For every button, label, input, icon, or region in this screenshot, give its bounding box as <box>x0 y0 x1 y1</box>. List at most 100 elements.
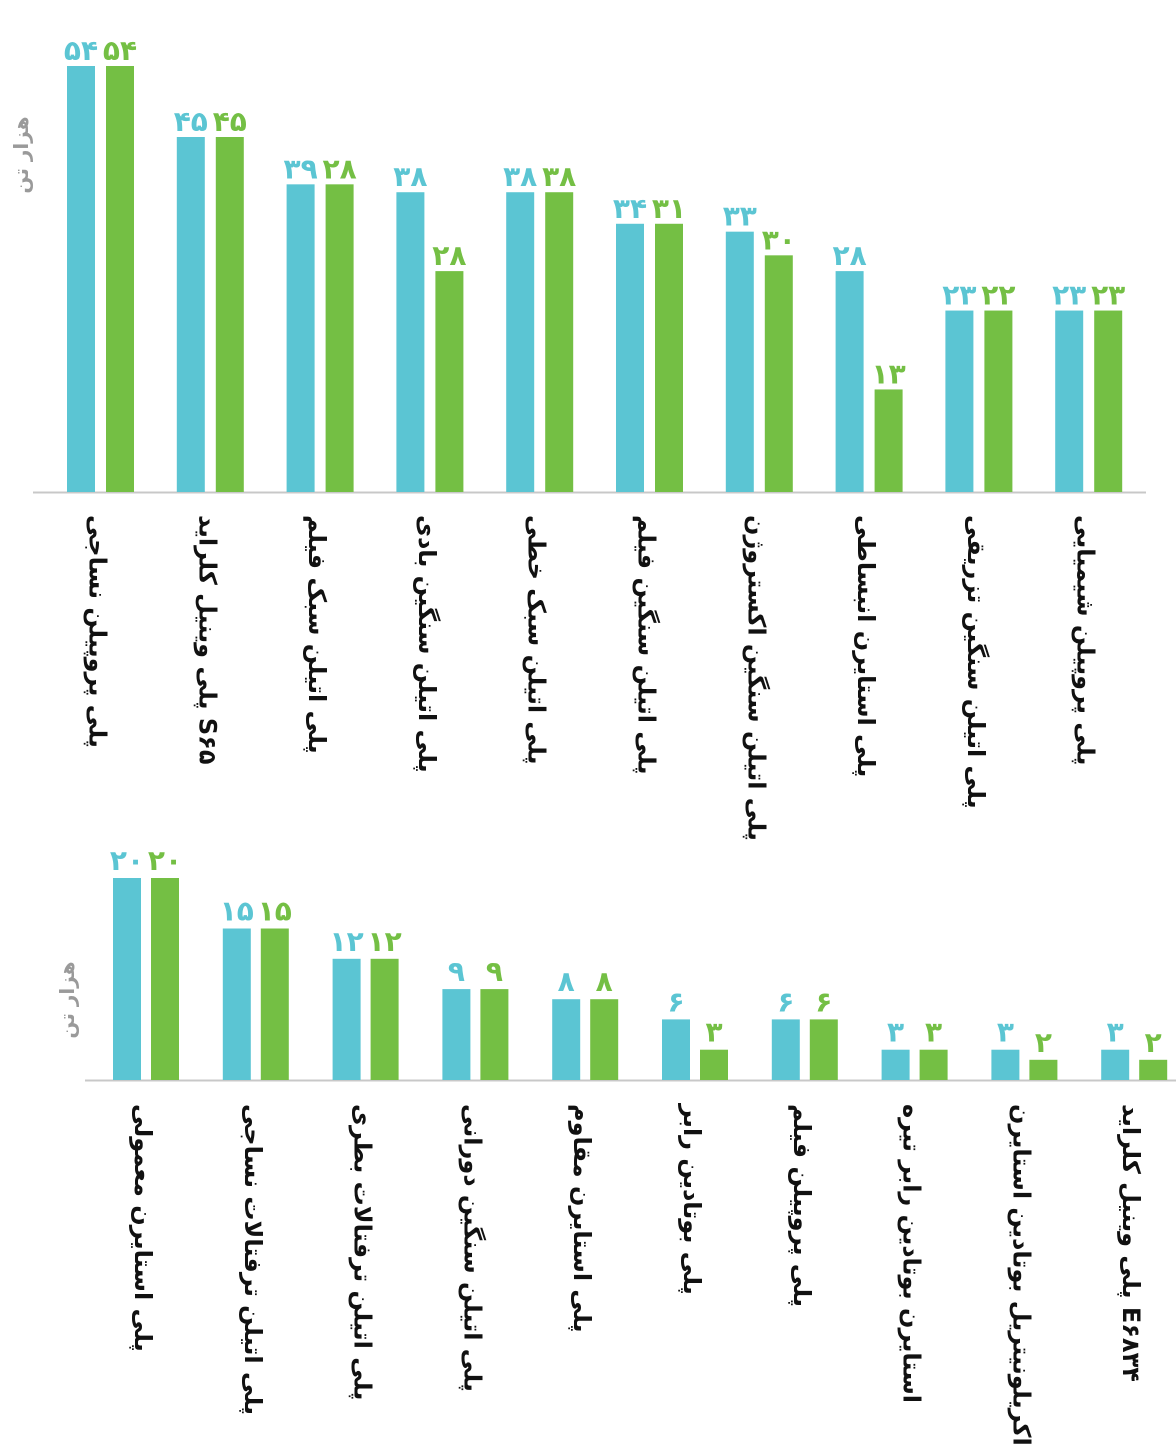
data-label-series2-9: ۲۲ <box>981 279 1015 312</box>
data-label-series1-4: ۳۸ <box>393 160 427 193</box>
category-label-4: پلی اتیلن سنگین دورانی <box>458 1104 486 1392</box>
bar-series2-3 <box>325 184 354 493</box>
bar-series1-10 <box>1055 310 1084 492</box>
data-label-series2-9: ۲ <box>1035 1026 1052 1059</box>
data-label-series1-1: ۵۴ <box>64 34 98 67</box>
data-label-series1-8: ۳ <box>887 1016 904 1049</box>
bar-series1-3 <box>332 958 361 1080</box>
data-label-series1-3: ۱۲ <box>330 925 364 958</box>
y-axis-label: هزار تن <box>55 961 79 1038</box>
bar-series1-9 <box>945 310 974 492</box>
category-label-9: اکریلونیتریل بوتادین استایرن <box>1007 1104 1035 1446</box>
category-label-7: پلی پروپیلن فیلم <box>788 1104 816 1307</box>
data-label-series2-1: ۵۴ <box>103 34 137 67</box>
bar-series1-1 <box>67 66 95 492</box>
data-label-series2-3: ۲۸ <box>323 152 357 185</box>
bar-series2-3 <box>370 958 399 1080</box>
data-label-series1-9: ۳ <box>997 1016 1014 1049</box>
bar-series1-7 <box>771 1019 800 1080</box>
category-label-9: پلی اتیلن سنگین تزریقی <box>962 515 990 809</box>
category-label-5: پلی استایرن مقاوم <box>568 1104 596 1333</box>
data-label-series2-8: ۱۳ <box>872 357 906 390</box>
bar-series2-2 <box>260 928 289 1080</box>
bar-series2-6 <box>700 1049 728 1080</box>
bar-series1-5 <box>552 999 581 1080</box>
bar-series1-6 <box>662 1019 690 1080</box>
category-label-8: استایرن بوتادین رابر تیره <box>898 1104 926 1403</box>
top-bar-chart: هزار تن ۵۴ ۵۴ پلی پروپیلن نساجی ۴۵ ۴۵ پلی وینی… <box>9 34 1146 841</box>
data-label-series2-3: ۱۲ <box>368 925 402 958</box>
category-label-2: پلی اتیلن ترفتالات نساجی <box>239 1104 267 1415</box>
data-label-series1-10: ۲۳ <box>1052 279 1086 312</box>
category-label-7: پلی اتیلن سنگین اکستروژن <box>742 515 770 841</box>
bar-series2-5 <box>590 999 619 1080</box>
data-label-series2-10: ۲۳ <box>1091 279 1125 312</box>
data-label-series2-7: ۳۰ <box>762 223 796 256</box>
bar-series1-8 <box>835 271 864 492</box>
bar-series2-4 <box>480 989 509 1080</box>
y-axis-label: هزار تن <box>9 116 33 193</box>
bar-series1-3 <box>286 184 315 493</box>
category-label-10: پلی پروپیلن شیمیایی <box>1072 515 1100 765</box>
bar-series2-5 <box>545 192 574 492</box>
bar-series1-4 <box>442 989 471 1080</box>
bar-series2-8 <box>874 389 903 492</box>
bar-series2-9 <box>1029 1059 1058 1080</box>
category-label-4: پلی اتیلن سنگین بادی <box>413 515 441 773</box>
data-label-series1-5: ۳۸ <box>503 160 537 193</box>
data-label-series1-2: ۱۵ <box>220 895 254 928</box>
bar-series2-9 <box>984 310 1013 492</box>
bar-series2-6 <box>655 223 683 492</box>
category-label-3: پلی اتیلن ترفتالات بطری <box>349 1104 377 1400</box>
bar-series1-1 <box>113 878 141 1080</box>
bar-series1-8 <box>881 1049 910 1080</box>
data-label-series2-7: ۶ <box>815 985 832 1018</box>
data-label-series1-5: ۸ <box>558 965 575 998</box>
bar-series1-4 <box>396 192 425 492</box>
data-label-series2-5: ۳۸ <box>542 160 576 193</box>
data-label-series1-8: ۲۸ <box>833 239 867 272</box>
data-label-series2-6: ۳ <box>705 1016 722 1049</box>
data-label-series1-6: ۶ <box>667 985 684 1018</box>
data-label-series1-7: ۶ <box>777 985 794 1018</box>
category-label-3: پلی اتیلن سبک فیلم <box>303 515 331 754</box>
bar-series1-6 <box>616 223 644 492</box>
bar-series2-7 <box>764 255 793 492</box>
data-label-series1-9: ۲۳ <box>942 279 976 312</box>
data-label-series2-10: ۲ <box>1145 1026 1162 1059</box>
bar-series1-7 <box>725 231 754 492</box>
bar-series1-9 <box>991 1049 1020 1080</box>
category-label-6: پلی بوتادین رابر <box>678 1103 706 1295</box>
data-label-series1-2: ۴۵ <box>174 105 208 138</box>
data-label-series2-4: ۹ <box>486 955 503 988</box>
category-label-8: پلی استایرن انبساطی <box>852 515 880 777</box>
bar-series2-7 <box>809 1019 838 1080</box>
data-label-series2-5: ۸ <box>596 965 613 998</box>
data-label-series2-6: ۳۱ <box>652 192 686 225</box>
data-label-series1-3: ۳۹ <box>284 152 318 185</box>
data-label-series2-4: ۲۸ <box>432 239 466 272</box>
bottom-bar-chart: هزار تن ۲۰ ۲۰ پلی استایرن معمولی ۱۵ ۱۵ پلی اتی… <box>55 844 1176 1446</box>
bar-series2-2 <box>215 137 244 492</box>
bar-series1-2 <box>176 137 205 492</box>
data-label-series1-7: ۳۳ <box>723 200 757 233</box>
data-label-series2-2: ۱۵ <box>258 895 292 928</box>
data-label-series1-4: ۹ <box>448 955 465 988</box>
data-label-series2-1: ۲۰ <box>148 844 182 877</box>
category-label-1: پلی پروپیلن نساجی <box>84 515 112 748</box>
bar-series2-1 <box>151 878 179 1080</box>
bar-series1-10 <box>1101 1049 1130 1080</box>
bar-series2-10 <box>1094 310 1123 492</box>
bar-series2-1 <box>106 66 134 492</box>
category-label-1: پلی استایرن معمولی <box>129 1104 157 1352</box>
data-label-series2-8: ۳ <box>925 1016 942 1049</box>
bar-series1-2 <box>222 928 251 1080</box>
data-label-series1-6: ۳۴ <box>613 192 647 225</box>
bar-series2-10 <box>1139 1059 1168 1080</box>
category-label-2: پلی وینیل کلراید S۶۵ <box>193 515 221 764</box>
category-label-10: پلی وینیل کلراید E۶۸۳۴ <box>1117 1104 1145 1382</box>
bar-series1-5 <box>506 192 535 492</box>
category-label-5: پلی اتیلن سبک خطی <box>523 515 551 765</box>
bar-series2-8 <box>919 1049 948 1080</box>
